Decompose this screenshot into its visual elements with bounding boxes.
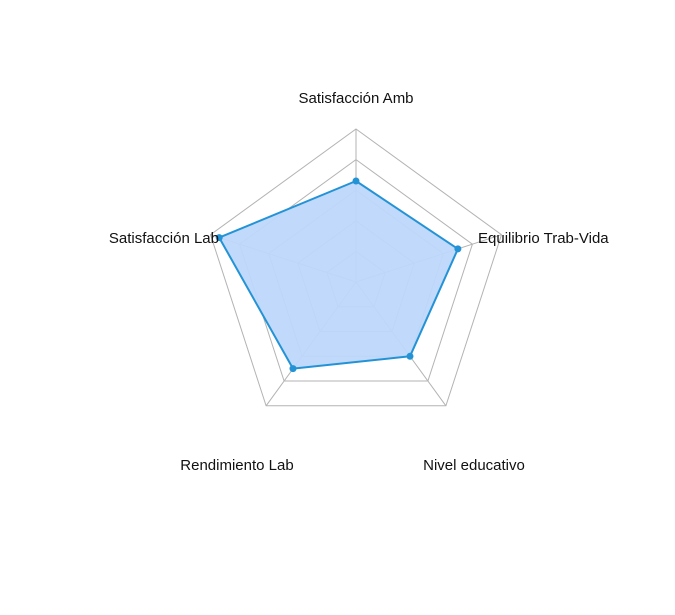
data-point-5 xyxy=(215,234,223,242)
data-point-3 xyxy=(406,352,414,360)
axis-label-2: Equilibrio Trab-Vida xyxy=(478,230,609,247)
axis-label-4: Rendimiento Lab xyxy=(180,457,293,474)
axis-label-3: Nivel educativo xyxy=(423,457,525,474)
axis-label-5: Satisfacción Lab xyxy=(109,230,219,247)
grid-ring-5 xyxy=(209,128,503,407)
series-area xyxy=(218,180,459,370)
data-point-1 xyxy=(352,177,360,185)
data-point-4 xyxy=(289,365,297,373)
axis-labels: Satisfacción Amb Equilibrio Trab-Vida Nive… xyxy=(109,90,609,474)
axis-label-1: Satisfacción Amb xyxy=(298,90,413,107)
radar-series xyxy=(215,177,462,373)
data-point-2 xyxy=(454,245,462,253)
